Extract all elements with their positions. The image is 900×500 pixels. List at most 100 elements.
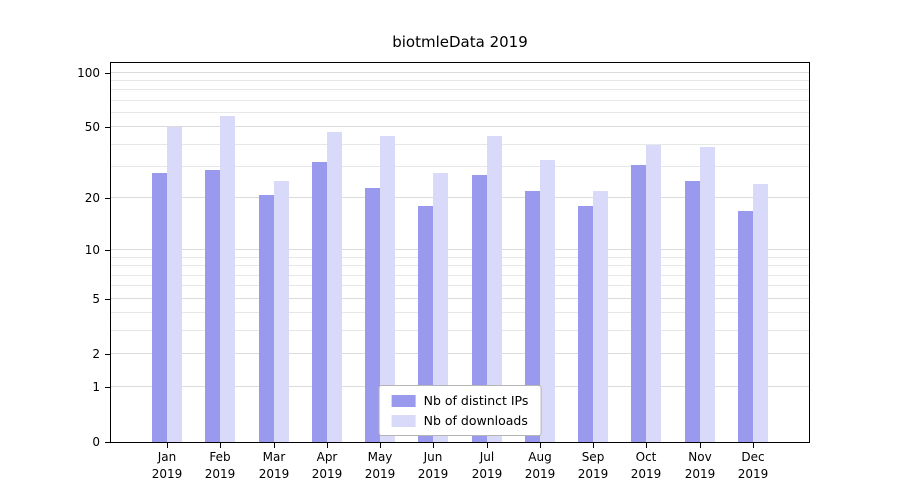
x-tick-label-sep: Sep 2019	[558, 449, 628, 483]
gridline-30	[111, 166, 809, 167]
bar-feb-downloads	[220, 116, 235, 442]
gridline-2	[111, 353, 809, 354]
x-tick-month-nov: Nov	[688, 450, 712, 464]
bar-jul-distinct-ips	[472, 175, 487, 442]
bar-oct-distinct-ips	[631, 165, 646, 442]
x-tick-year-jun: 2019	[417, 467, 449, 481]
x-tick-label-apr: Apr 2019	[292, 449, 362, 483]
y-tick-label-100: 100	[77, 66, 100, 80]
bar-mar-distinct-ips	[259, 195, 274, 442]
plot-area: Nb of distinct IPs Nb of downloads	[110, 62, 810, 443]
x-tick-label-dec: Dec 2019	[718, 449, 788, 483]
gridline-9	[111, 257, 809, 258]
bar-jun-distinct-ips	[418, 206, 433, 442]
legend-swatch-downloads	[391, 414, 416, 427]
bar-sep-distinct-ips	[578, 206, 593, 442]
gridline-80	[111, 89, 809, 90]
legend-label-downloads: Nb of downloads	[423, 413, 528, 428]
y-tick-mark-100	[105, 73, 110, 74]
x-tick-label-oct: Oct 2019	[611, 449, 681, 483]
bar-may-distinct-ips	[365, 188, 380, 442]
x-tick-year-mar: 2019	[258, 467, 290, 481]
bar-apr-distinct-ips	[312, 162, 327, 442]
x-tick-month-feb: Feb	[209, 450, 231, 464]
gridline-100	[111, 72, 809, 73]
y-tick-mark-20	[105, 198, 110, 199]
y-tick-mark-50	[105, 127, 110, 128]
bar-jan-distinct-ips	[152, 173, 167, 442]
gridline-40	[111, 144, 809, 145]
gridline-6	[111, 285, 809, 286]
x-tick-mark-nov	[700, 443, 701, 448]
gridline-3	[111, 330, 809, 331]
legend-item-distinct-ips: Nb of distinct IPs	[391, 393, 529, 408]
y-tick-label-0: 0	[92, 435, 100, 449]
bar-nov-downloads	[700, 147, 715, 442]
x-tick-mark-apr	[327, 443, 328, 448]
chart-title: biotmleData 2019	[392, 33, 528, 51]
x-tick-month-dec: Dec	[741, 450, 765, 464]
x-tick-mark-feb	[220, 443, 221, 448]
bar-jul-downloads	[487, 136, 502, 442]
y-tick-label-10: 10	[84, 243, 100, 257]
bar-nov-distinct-ips	[685, 181, 700, 442]
legend-item-downloads: Nb of downloads	[391, 413, 529, 428]
x-tick-label-jul: Jul 2019	[452, 449, 522, 483]
legend-label-distinct-ips: Nb of distinct IPs	[423, 393, 529, 408]
x-tick-label-feb: Feb 2019	[185, 449, 255, 483]
x-tick-month-oct: Oct	[635, 450, 657, 464]
gridline-5	[111, 298, 809, 299]
gridline-20	[111, 197, 809, 198]
gridline-90	[111, 80, 809, 81]
bar-may-downloads	[380, 136, 395, 442]
x-tick-mark-oct	[646, 443, 647, 448]
x-tick-year-apr: 2019	[311, 467, 343, 481]
x-tick-month-aug: Aug	[528, 450, 552, 464]
x-tick-month-jul: Jul	[479, 450, 495, 464]
x-tick-year-sep: 2019	[577, 467, 609, 481]
y-tick-label-1: 1	[92, 380, 100, 394]
x-tick-month-mar: Mar	[262, 450, 286, 464]
bar-feb-distinct-ips	[205, 170, 220, 442]
x-tick-mark-mar	[274, 443, 275, 448]
x-tick-label-may: May 2019	[345, 449, 415, 483]
x-tick-mark-dec	[753, 443, 754, 448]
x-tick-label-aug: Aug 2019	[505, 449, 575, 483]
bar-apr-downloads	[327, 132, 342, 442]
y-tick-label-50: 50	[84, 120, 100, 134]
x-tick-month-jun: Jun	[423, 450, 443, 464]
gridline-50	[111, 126, 809, 127]
x-tick-mark-sep	[593, 443, 594, 448]
x-tick-mark-aug	[540, 443, 541, 448]
legend: Nb of distinct IPs Nb of downloads	[378, 385, 542, 436]
x-tick-year-jan: 2019	[151, 467, 183, 481]
x-tick-label-mar: Mar 2019	[239, 449, 309, 483]
y-tick-label-2: 2	[92, 347, 100, 361]
x-tick-month-jan: Jan	[157, 450, 177, 464]
gridline-8	[111, 265, 809, 266]
x-tick-year-may: 2019	[364, 467, 396, 481]
bar-aug-distinct-ips	[525, 191, 540, 442]
y-tick-label-20: 20	[84, 191, 100, 205]
y-tick-mark-2	[105, 354, 110, 355]
gridline-60	[111, 112, 809, 113]
x-tick-mark-jan	[167, 443, 168, 448]
gridline-4	[111, 312, 809, 313]
bar-aug-downloads	[540, 160, 555, 442]
legend-swatch-distinct-ips	[391, 394, 416, 407]
bar-jun-downloads	[433, 173, 448, 442]
bar-dec-distinct-ips	[738, 211, 753, 442]
x-tick-year-dec: 2019	[737, 467, 769, 481]
x-tick-year-oct: 2019	[630, 467, 662, 481]
bar-mar-downloads	[274, 181, 289, 442]
x-tick-mark-may	[380, 443, 381, 448]
bar-oct-downloads	[646, 145, 661, 442]
x-tick-label-jan: Jan 2019	[132, 449, 202, 483]
x-tick-year-nov: 2019	[684, 467, 716, 481]
x-tick-mark-jul	[487, 443, 488, 448]
x-tick-mark-jun	[433, 443, 434, 448]
y-tick-mark-5	[105, 299, 110, 300]
bar-sep-downloads	[593, 191, 608, 442]
gridline-10	[111, 249, 809, 250]
